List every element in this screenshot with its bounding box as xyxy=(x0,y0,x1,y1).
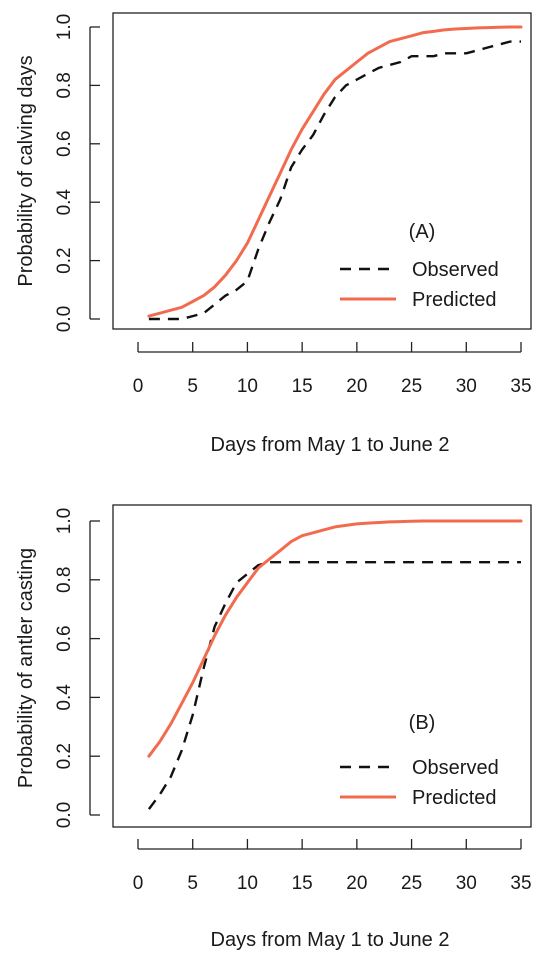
y-axis-b: 0.0 0.2 0.4 0.6 0.8 1.0 xyxy=(54,508,100,828)
y-tick-label-b-5: 1.0 xyxy=(54,508,75,534)
y-axis-title-b: Probability of antler casting xyxy=(15,548,37,788)
x-tick-label-b-7: 35 xyxy=(510,873,531,894)
y-tick-label-b-2: 0.4 xyxy=(54,684,75,711)
series-predicted-a xyxy=(147,25,523,318)
y-tick-label-a-1: 0.2 xyxy=(54,247,75,273)
x-tick-label-b-5: 25 xyxy=(401,873,422,894)
plot-frame-a xyxy=(112,12,532,330)
legend-b: Observed Predicted xyxy=(340,757,499,809)
legend-a: Observed Predicted xyxy=(340,259,499,311)
x-tick-label-a-4: 20 xyxy=(346,376,367,397)
y-tick-label-a-3: 0.6 xyxy=(54,131,75,157)
x-tick-label-b-6: 30 xyxy=(456,873,477,894)
legend-label-observed-a: Observed xyxy=(412,259,499,281)
series-predicted-b xyxy=(147,519,523,758)
plot-frame-b xyxy=(112,504,532,828)
series-layer-a xyxy=(147,25,523,321)
y-tick-label-a-2: 0.4 xyxy=(54,189,75,216)
x-tick-label-b-3: 15 xyxy=(292,873,313,894)
x-tick-label-a-7: 35 xyxy=(510,376,531,397)
panel-label-a: (A) xyxy=(409,221,436,243)
y-tick-label-a-5: 1.0 xyxy=(54,14,75,40)
y-tick-label-b-0: 0.0 xyxy=(54,802,75,828)
panel-a: 0.0 0.2 0.4 0.6 0.8 1.0 0 5 10 15 20 25 30 35 Days f… xyxy=(15,12,532,456)
y-tick-label-a-4: 0.8 xyxy=(54,72,75,98)
x-tick-label-b-0: 0 xyxy=(133,873,144,894)
x-tick-label-a-6: 30 xyxy=(456,376,477,397)
x-tick-label-a-3: 15 xyxy=(292,376,313,397)
y-axis-a: 0.0 0.2 0.4 0.6 0.8 1.0 xyxy=(54,14,100,332)
x-tick-label-b-2: 10 xyxy=(237,873,258,894)
x-tick-label-a-0: 0 xyxy=(133,376,144,397)
x-tick-label-b-4: 20 xyxy=(346,873,367,894)
x-axis-title-b: Days from May 1 to June 2 xyxy=(211,929,450,951)
y-tick-label-b-1: 0.2 xyxy=(54,743,75,769)
y-axis-title-a: Probability of calving days xyxy=(15,55,37,286)
series-observed-a xyxy=(148,40,521,321)
legend-label-predicted-a: Predicted xyxy=(412,289,497,311)
series-layer-b xyxy=(147,519,523,810)
x-axis-b: 0 5 10 15 20 25 30 35 xyxy=(133,839,532,894)
x-axis-a: 0 5 10 15 20 25 30 35 xyxy=(133,342,532,397)
legend-label-observed-b: Observed xyxy=(412,757,499,779)
x-tick-label-b-1: 5 xyxy=(187,873,198,894)
legend-label-predicted-b: Predicted xyxy=(412,787,497,809)
x-axis-title-a: Days from May 1 to June 2 xyxy=(211,434,450,456)
x-tick-label-a-1: 5 xyxy=(187,376,198,397)
y-tick-label-a-0: 0.0 xyxy=(54,306,75,332)
y-tick-label-b-4: 0.8 xyxy=(54,567,75,593)
x-tick-label-a-2: 10 xyxy=(237,376,258,397)
y-tick-label-b-3: 0.6 xyxy=(54,625,75,651)
x-tick-label-a-5: 25 xyxy=(401,376,422,397)
panel-b: 0.0 0.2 0.4 0.6 0.8 1.0 0 5 10 15 20 25 30 35 Days f… xyxy=(15,504,532,951)
panel-label-b: (B) xyxy=(409,712,436,734)
